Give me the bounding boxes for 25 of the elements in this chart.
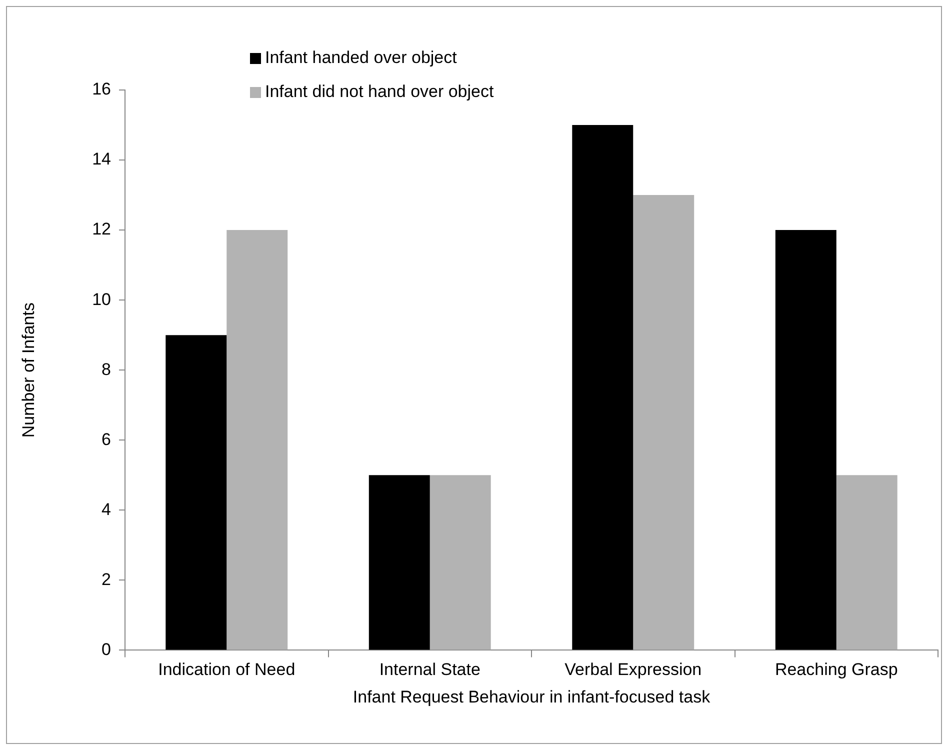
bar [775, 230, 836, 650]
y-tick-label: 10 [92, 290, 111, 309]
y-axis-title: Number of Infants [18, 302, 38, 438]
bar [572, 125, 634, 650]
x-axis-title: Infant Request Behaviour in infant-focused task [352, 687, 711, 706]
x-tick-label: Internal State [379, 660, 480, 680]
y-tick-label: 16 [92, 80, 111, 99]
y-tick-label: 2 [102, 570, 111, 589]
x-tick-label: Indication of Need [158, 660, 296, 680]
y-tick-label: 6 [102, 430, 111, 449]
bar [836, 475, 898, 650]
legend-label: Infant did not hand over object [265, 82, 495, 102]
x-tick-label: Verbal Expression [564, 660, 702, 680]
y-tick-label: 8 [102, 360, 111, 379]
y-tick-label: 4 [102, 500, 111, 519]
bar [430, 475, 491, 650]
y-tick-label: 14 [92, 150, 111, 169]
bar [226, 230, 288, 650]
x-tick-label: Reaching Grasp [774, 660, 898, 680]
y-tick-label: 0 [102, 640, 111, 659]
y-tick-label: 12 [92, 220, 111, 239]
legend-label: Infant handed over object [265, 48, 458, 68]
bar [166, 335, 227, 650]
bar [633, 195, 694, 650]
bar [368, 475, 430, 650]
